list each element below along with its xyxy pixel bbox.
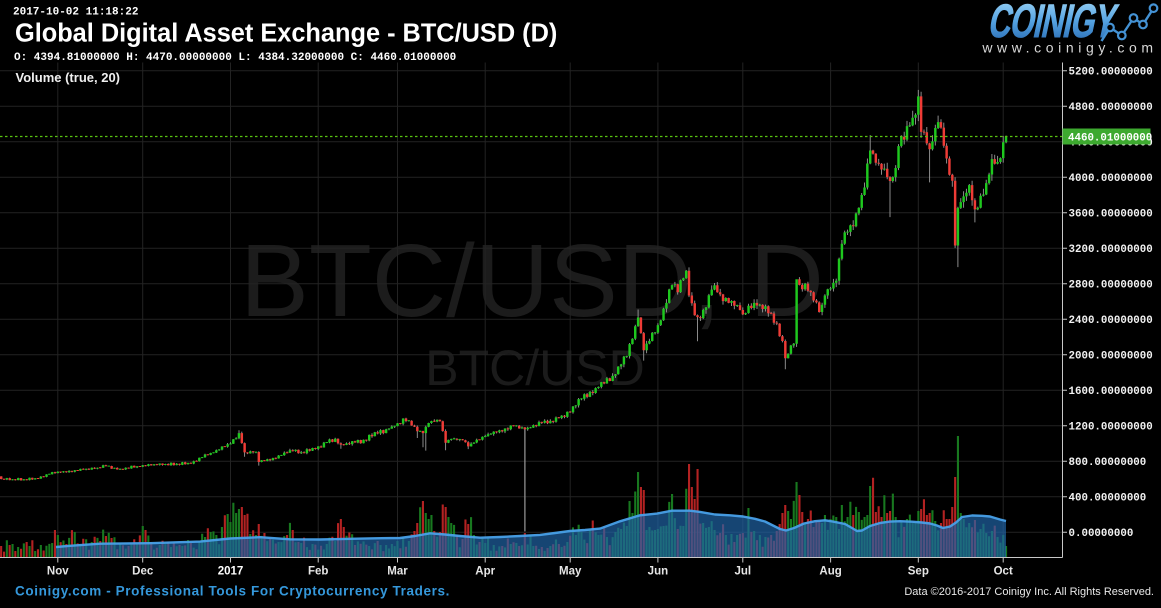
svg-text:800.00000000: 800.00000000: [1069, 457, 1147, 469]
svg-text:5200.00000000: 5200.00000000: [1069, 67, 1153, 79]
svg-text:4000.00000000: 4000.00000000: [1069, 173, 1153, 185]
svg-text:4800.00000000: 4800.00000000: [1069, 102, 1153, 114]
svg-text:www.coinigy.com: www.coinigy.com: [981, 40, 1157, 56]
svg-text:1600.00000000: 1600.00000000: [1069, 386, 1153, 398]
svg-text:2800.00000000: 2800.00000000: [1069, 280, 1153, 292]
svg-text:1200.00000000: 1200.00000000: [1069, 422, 1153, 434]
svg-text:2017: 2017: [218, 566, 244, 578]
svg-text:Jun: Jun: [648, 566, 668, 578]
svg-text:3600.00000000: 3600.00000000: [1069, 209, 1153, 221]
svg-text:COINIGY: COINIGY: [985, 0, 1122, 48]
svg-text:Sep: Sep: [908, 566, 929, 578]
svg-text:0.00000000: 0.00000000: [1069, 528, 1134, 540]
svg-text:BTC/USD: BTC/USD: [425, 340, 644, 396]
svg-text:Aug: Aug: [819, 566, 841, 578]
svg-text:Apr: Apr: [475, 566, 495, 578]
svg-text:Global Digital Asset Exchange: Global Digital Asset Exchange - BTC/USD …: [15, 19, 557, 47]
svg-text:2000.00000000: 2000.00000000: [1069, 351, 1153, 363]
svg-text:400.00000000: 400.00000000: [1069, 493, 1147, 505]
svg-text:Feb: Feb: [308, 566, 328, 578]
svg-text:2017-10-02 11:18:22: 2017-10-02 11:18:22: [13, 7, 138, 19]
svg-text:Mar: Mar: [387, 566, 408, 578]
svg-text:Volume (true, 20): Volume (true, 20): [16, 70, 121, 85]
svg-text:May: May: [559, 566, 582, 578]
svg-text:Jul: Jul: [734, 566, 751, 578]
svg-text:BTC/USD, D: BTC/USD, D: [240, 223, 824, 338]
svg-text:3200.00000000: 3200.00000000: [1069, 244, 1153, 256]
svg-text:Dec: Dec: [132, 566, 154, 578]
svg-text:O: 4394.81000000 H: 4470.00000: O: 4394.81000000 H: 4470.00000000 L: 438…: [14, 52, 456, 64]
svg-text:Data ©2016-2017 Coinigy Inc. A: Data ©2016-2017 Coinigy Inc. All Rights …: [904, 586, 1154, 598]
svg-text:2400.00000000: 2400.00000000: [1069, 315, 1153, 327]
svg-text:Coinigy.com - Professional Too: Coinigy.com - Professional Tools For Cry…: [15, 583, 450, 598]
svg-text:Oct: Oct: [994, 566, 1013, 578]
svg-text:4460.01000000: 4460.01000000: [1068, 133, 1152, 145]
svg-text:Nov: Nov: [47, 566, 69, 578]
